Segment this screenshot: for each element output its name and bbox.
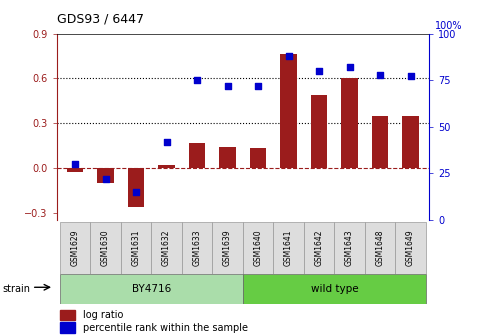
Point <box>132 190 140 195</box>
Text: percentile rank within the sample: percentile rank within the sample <box>83 323 248 333</box>
Point <box>163 139 171 144</box>
Point <box>254 83 262 88</box>
Bar <box>219 147 236 168</box>
Point <box>315 68 323 74</box>
Bar <box>311 95 327 168</box>
Bar <box>365 222 395 274</box>
Bar <box>61 323 75 333</box>
Bar <box>402 116 419 168</box>
Point <box>407 74 415 79</box>
Bar <box>121 222 151 274</box>
Point <box>102 176 109 182</box>
Bar <box>182 222 212 274</box>
Bar <box>372 116 388 168</box>
Bar <box>189 142 206 168</box>
Text: GSM1641: GSM1641 <box>284 229 293 266</box>
Bar <box>280 54 297 168</box>
Bar <box>304 222 334 274</box>
Point <box>193 78 201 83</box>
Bar <box>61 310 75 320</box>
Text: GSM1639: GSM1639 <box>223 229 232 266</box>
Bar <box>90 222 121 274</box>
Text: strain: strain <box>2 284 31 294</box>
Bar <box>341 78 358 168</box>
Text: BY4716: BY4716 <box>132 284 171 294</box>
Bar <box>97 168 114 183</box>
Text: 100%: 100% <box>434 21 462 31</box>
Bar <box>158 165 175 168</box>
Text: wild type: wild type <box>311 284 358 294</box>
Point <box>224 83 232 88</box>
Bar <box>395 222 426 274</box>
Text: GSM1640: GSM1640 <box>253 229 263 266</box>
Bar <box>243 274 426 304</box>
Bar <box>128 168 144 207</box>
Bar <box>151 222 182 274</box>
Bar <box>60 222 90 274</box>
Text: GSM1649: GSM1649 <box>406 229 415 266</box>
Text: GSM1632: GSM1632 <box>162 229 171 266</box>
Text: GDS93 / 6447: GDS93 / 6447 <box>57 12 143 25</box>
Bar <box>273 222 304 274</box>
Bar <box>212 222 243 274</box>
Text: GSM1633: GSM1633 <box>193 229 202 266</box>
Bar <box>60 274 243 304</box>
Point <box>284 53 292 59</box>
Text: GSM1630: GSM1630 <box>101 229 110 266</box>
Point <box>71 162 79 167</box>
Text: GSM1648: GSM1648 <box>376 229 385 266</box>
Bar <box>249 149 266 168</box>
Text: log ratio: log ratio <box>83 310 123 320</box>
Bar <box>67 168 83 172</box>
Text: GSM1643: GSM1643 <box>345 229 354 266</box>
Text: GSM1631: GSM1631 <box>132 229 141 266</box>
Text: GSM1642: GSM1642 <box>315 229 323 266</box>
Bar <box>243 222 273 274</box>
Point <box>346 65 353 70</box>
Text: GSM1629: GSM1629 <box>70 229 79 266</box>
Bar <box>334 222 365 274</box>
Point <box>376 72 384 77</box>
